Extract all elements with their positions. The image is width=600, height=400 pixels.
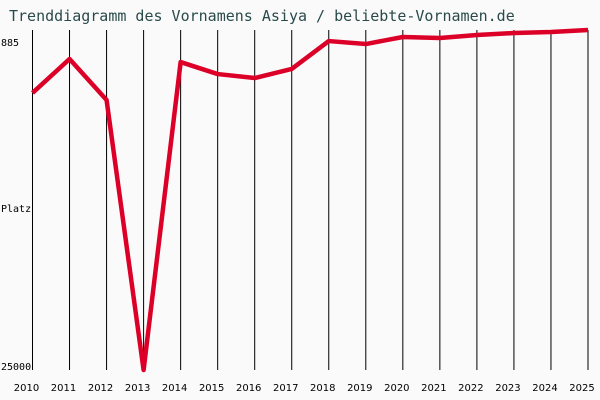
y-tick-top: 885 — [1, 38, 19, 49]
x-tick-label: 2017 — [273, 383, 298, 394]
x-tick-label: 2022 — [458, 383, 483, 394]
x-tick-label: 2025 — [569, 383, 594, 394]
x-tick-label: 2012 — [88, 383, 113, 394]
chart-title: Trenddiagramm des Vornamens Asiya / beli… — [9, 7, 515, 25]
x-tick-label: 2019 — [347, 383, 372, 394]
x-tick-label: 2020 — [384, 383, 409, 394]
x-tick-label: 2021 — [421, 383, 446, 394]
x-tick-label: 2013 — [125, 383, 150, 394]
x-tick-label: 2016 — [236, 383, 261, 394]
y-tick-bottom: 25000 — [1, 362, 31, 373]
x-tick-label: 2023 — [495, 383, 520, 394]
x-tick-label: 2014 — [162, 383, 187, 394]
x-tick-label: 2015 — [199, 383, 224, 394]
x-tick-label: 2018 — [310, 383, 335, 394]
x-tick-label: 2024 — [532, 383, 557, 394]
y-axis-label: Platz — [1, 204, 31, 215]
series-line — [30, 27, 589, 373]
x-tick-label: 2010 — [14, 383, 39, 394]
x-tick-label: 2011 — [51, 383, 76, 394]
